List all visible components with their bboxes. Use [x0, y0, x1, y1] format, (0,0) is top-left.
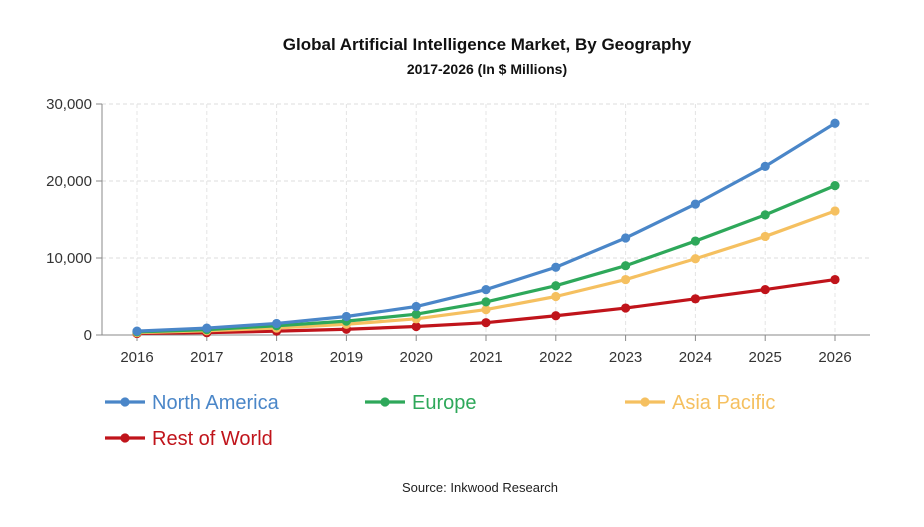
x-tick-label: 2025: [749, 349, 782, 366]
x-tick-label: 2026: [818, 349, 851, 366]
data-point-north-america: [760, 161, 770, 171]
data-point-asia-pacific: [690, 254, 701, 264]
y-tick-label: 10,000: [46, 250, 92, 267]
series-north-america: [132, 118, 840, 336]
data-point-north-america: [830, 118, 840, 128]
y-tick-label: 20,000: [46, 173, 92, 190]
data-point-north-america: [481, 284, 491, 295]
x-tick-label: 2024: [679, 349, 712, 366]
data-point-north-america: [341, 311, 351, 322]
data-point-north-america: [551, 262, 561, 272]
y-tick-label: 0: [84, 327, 92, 344]
data-point-north-america: [621, 233, 631, 243]
data-point-north-america: [132, 326, 142, 336]
legend-swatch-marker: [380, 397, 390, 407]
data-point-north-america: [202, 323, 212, 333]
y-axis-ticks: 0 10,000 20,000 30,000: [46, 96, 102, 344]
data-point-europe: [760, 210, 770, 220]
legend-item-rest-of-world: Rest of World: [105, 428, 273, 450]
legend-label: Asia Pacific: [672, 392, 775, 414]
chart-title: Global Artificial Intelligence Market, B…: [283, 35, 692, 54]
legend-swatch-marker: [120, 433, 130, 443]
x-axis-ticks: 2016 2017 2018 2019 2020 2021 2022 2023 2024 2025…: [120, 335, 852, 366]
data-point-north-america: [411, 301, 421, 312]
x-tick-label: 2021: [469, 349, 502, 366]
data-point-europe: [411, 309, 421, 319]
data-point-rest-of-world: [551, 311, 561, 321]
data-point-europe: [621, 261, 631, 271]
legend-label: Europe: [412, 392, 477, 414]
chart-subtitle: 2017-2026 (In $ Millions): [407, 61, 567, 77]
x-tick-label: 2016: [120, 349, 153, 366]
legend-item-north-america: North America: [105, 392, 280, 414]
data-point-rest-of-world: [621, 303, 631, 313]
legend: North America Europe Asia Pacific Rest of W…: [105, 392, 775, 450]
data-point-europe: [690, 236, 701, 246]
x-tick-label: 2018: [260, 349, 293, 366]
data-point-asia-pacific: [760, 231, 770, 242]
legend-swatch-marker: [640, 397, 650, 407]
x-tick-label: 2020: [400, 349, 433, 366]
data-point-asia-pacific: [551, 291, 561, 302]
legend-item-europe: Europe: [365, 392, 477, 414]
data-point-asia-pacific: [481, 304, 491, 315]
data-point-europe: [830, 181, 840, 191]
data-point-north-america: [690, 199, 701, 209]
legend-label: North America: [152, 392, 280, 414]
x-tick-label: 2019: [330, 349, 363, 366]
data-point-europe: [551, 281, 561, 291]
x-tick-label: 2022: [539, 349, 572, 366]
legend-swatch-marker: [120, 397, 130, 407]
data-point-rest-of-world: [481, 318, 491, 328]
data-point-rest-of-world: [760, 284, 770, 295]
data-point-europe: [481, 297, 491, 307]
data-point-rest-of-world: [690, 294, 701, 304]
y-tick-label: 30,000: [46, 96, 92, 113]
data-point-asia-pacific: [830, 206, 840, 216]
data-point-north-america: [272, 318, 282, 329]
x-tick-label: 2017: [190, 349, 223, 366]
series-layer: [132, 118, 840, 339]
x-tick-label: 2023: [609, 349, 642, 366]
data-point-asia-pacific: [621, 274, 631, 285]
source-note: Source: Inkwood Research: [402, 480, 558, 495]
grid: [102, 103, 870, 335]
data-point-rest-of-world: [411, 321, 421, 332]
data-point-rest-of-world: [830, 274, 840, 285]
legend-item-asia-pacific: Asia Pacific: [625, 392, 775, 414]
legend-label: Rest of World: [152, 428, 273, 450]
